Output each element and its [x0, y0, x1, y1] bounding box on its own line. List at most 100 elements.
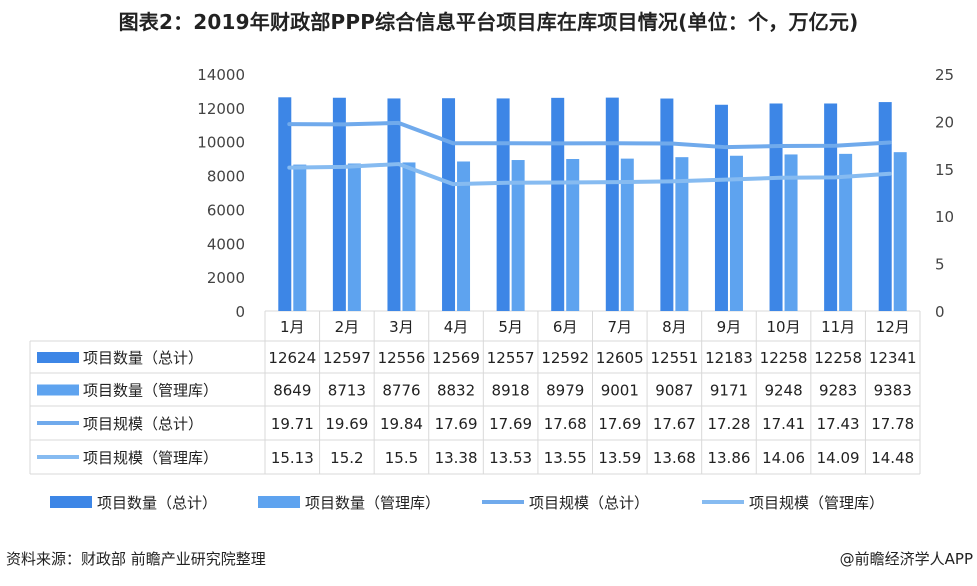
data-cell: 17.67 — [653, 415, 696, 433]
left-tick-label: 4000 — [207, 235, 245, 253]
lines-layer — [287, 120, 892, 187]
x-tick-label: 4月 — [444, 318, 469, 336]
bar-total — [605, 97, 619, 311]
data-cell: 9383 — [874, 382, 912, 400]
data-cell: 17.69 — [598, 415, 641, 433]
data-cell: 12597 — [323, 349, 371, 367]
bar-total — [442, 98, 456, 311]
bar-total — [551, 97, 565, 312]
row-key-bar — [37, 384, 79, 396]
data-cell: 9171 — [710, 382, 748, 400]
bar-mgmt — [784, 154, 798, 311]
bar-mgmt — [347, 163, 361, 311]
data-cell: 13.55 — [544, 449, 587, 467]
data-cell: 12569 — [432, 349, 480, 367]
legend-label: 项目数量（总计） — [97, 494, 217, 512]
legend-label: 项目规模（总计） — [529, 494, 649, 512]
x-tick-label: 1月 — [280, 318, 305, 336]
bar-mgmt — [729, 155, 743, 311]
bar-total — [714, 104, 728, 311]
bar-total — [387, 98, 401, 311]
x-tick-label: 8月 — [662, 318, 687, 336]
left-tick-label: 0 — [235, 303, 245, 321]
bar-mgmt — [293, 164, 307, 311]
right-tick-label: 0 — [935, 303, 945, 321]
left-tick-label: 10000 — [197, 134, 245, 152]
legend-key-bar — [50, 496, 92, 508]
right-axis: 0 5 10 15 20 25 — [935, 66, 954, 321]
data-cell: 12624 — [268, 349, 316, 367]
left-tick-label: 8000 — [207, 168, 245, 186]
bar-mgmt — [620, 158, 634, 311]
right-tick-label: 15 — [935, 161, 954, 179]
bar-total — [278, 97, 292, 311]
data-cell: 15.2 — [330, 449, 363, 467]
right-tick-label: 10 — [935, 208, 954, 226]
left-tick-label: 2000 — [207, 269, 245, 287]
data-cell: 17.41 — [762, 415, 805, 433]
bar-mgmt — [511, 160, 525, 311]
data-cell: 17.68 — [544, 415, 587, 433]
x-tick-label: 11月 — [821, 318, 855, 336]
data-cell: 19.69 — [325, 415, 368, 433]
data-cell: 15.5 — [385, 449, 418, 467]
data-table-grid — [29, 310, 921, 475]
data-cell: 12557 — [487, 349, 535, 367]
data-cell: 17.69 — [435, 415, 478, 433]
bar-total — [660, 98, 674, 311]
data-cell: 9283 — [819, 382, 857, 400]
x-tick-label: 12月 — [876, 318, 910, 336]
data-cell: 13.59 — [598, 449, 641, 467]
data-cell: 9087 — [655, 382, 693, 400]
row-key-bar — [37, 352, 79, 363]
data-cell: 13.38 — [435, 449, 478, 467]
x-tick-label: 6月 — [553, 318, 578, 336]
x-tick-label: 10月 — [766, 318, 800, 336]
left-tick-label: 12000 — [197, 100, 245, 118]
bars-layer — [278, 97, 907, 312]
data-cell: 8832 — [437, 382, 475, 400]
data-cell: 17.69 — [489, 415, 532, 433]
data-cell: 12556 — [378, 349, 426, 367]
row-series-name: 项目数量（管理库） — [83, 382, 218, 400]
bar-total — [878, 102, 892, 311]
data-cell: 15.13 — [271, 449, 314, 467]
data-cell: 8979 — [546, 382, 584, 400]
data-cell: 14.06 — [762, 449, 805, 467]
data-cell: 8776 — [382, 382, 420, 400]
data-cell: 14.48 — [871, 449, 914, 467]
right-tick-label: 25 — [935, 66, 954, 84]
data-cell: 8713 — [328, 382, 366, 400]
left-tick-label: 6000 — [207, 201, 245, 219]
row-series-name: 项目规模（管理库） — [83, 449, 218, 467]
left-tick-label: 14000 — [197, 66, 245, 84]
source-note: 资料来源：财政部 前瞻产业研究院整理 — [6, 550, 266, 568]
data-cell: 12258 — [760, 349, 808, 367]
data-cell: 13.53 — [489, 449, 532, 467]
x-tick-label: 3月 — [389, 318, 414, 336]
legend: 项目数量（总计） 项目数量（管理库） 项目规模（总计） 项目规模（管理库） — [50, 494, 884, 512]
data-cell: 12183 — [705, 349, 753, 367]
right-tick-label: 5 — [935, 256, 945, 274]
data-cell: 17.28 — [707, 415, 750, 433]
x-tick-label: 2月 — [335, 318, 360, 336]
legend-label: 项目数量（管理库） — [305, 494, 440, 512]
data-cell: 17.78 — [871, 415, 914, 433]
x-tick-label: 5月 — [498, 318, 523, 336]
row-series-name: 项目数量（总计） — [83, 349, 203, 367]
bar-total — [496, 98, 510, 312]
data-cell: 8649 — [273, 382, 311, 400]
chart-title: 图表2：2019年财政部PPP综合信息平台项目库在库项目情况(单位：个，万亿元) — [118, 10, 859, 34]
bar-mgmt — [893, 152, 907, 311]
data-cell: 19.84 — [380, 415, 423, 433]
data-cell: 12341 — [869, 349, 917, 367]
data-cell: 12592 — [541, 349, 589, 367]
data-cell: 12605 — [596, 349, 644, 367]
data-cell: 8918 — [492, 382, 530, 400]
data-cell: 13.86 — [707, 449, 750, 467]
x-tick-label: 9月 — [717, 318, 742, 336]
right-tick-label: 20 — [935, 113, 954, 131]
bar-mgmt — [675, 157, 689, 311]
data-cell: 12258 — [814, 349, 862, 367]
legend-label: 项目规模（管理库） — [749, 494, 884, 512]
